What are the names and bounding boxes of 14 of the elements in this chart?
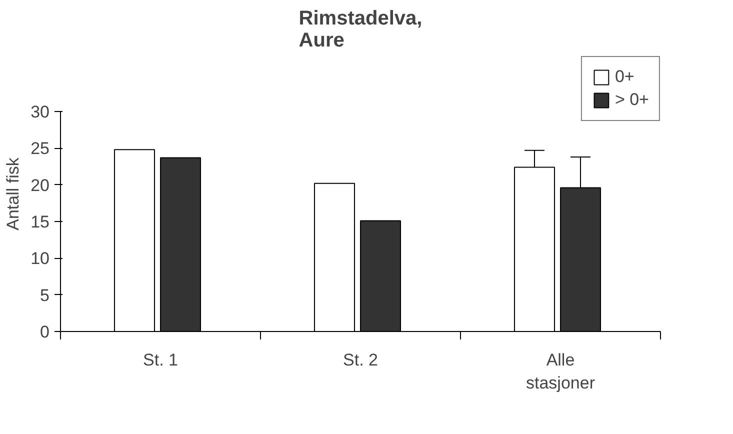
x-tick-label: St. 2: [343, 350, 378, 370]
y-tick-label: 5: [40, 286, 50, 305]
y-tick-label: 30: [30, 102, 50, 122]
x-tick-label: St. 1: [143, 350, 178, 370]
y-tick-label: 15: [30, 212, 50, 232]
y-tick-label: 20: [30, 176, 50, 195]
legend-label: > 0+: [614, 90, 649, 110]
legend-label: 0+: [614, 67, 635, 87]
y-tick-label: 25: [30, 139, 50, 158]
y-tick-label: 0: [40, 322, 50, 342]
y-axis-title: Antall fisk: [4, 157, 23, 230]
chart-title: Rimstadelva, Aure: [298, 8, 422, 52]
x-tick-label: Alle stasjoner: [526, 350, 596, 392]
y-tick-label: 10: [30, 249, 50, 268]
